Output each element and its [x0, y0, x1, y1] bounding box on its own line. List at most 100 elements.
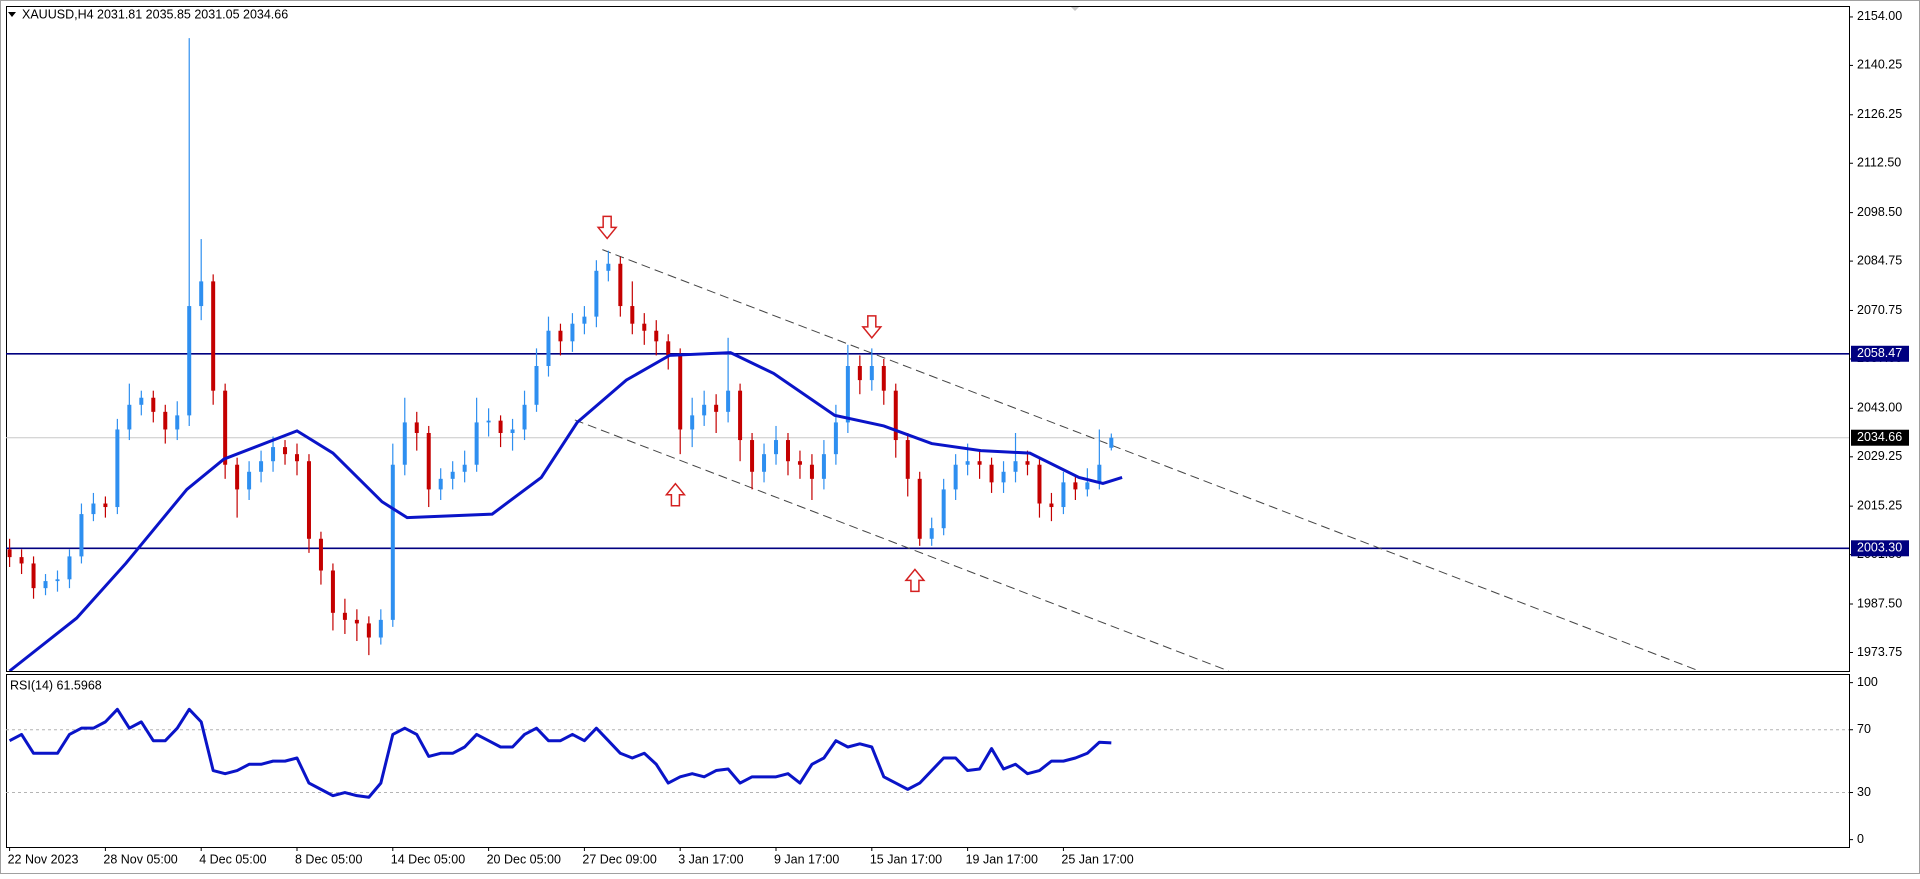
signal-arrow: [596, 215, 618, 240]
candle-body: [1001, 471, 1006, 483]
candle-body: [187, 306, 192, 416]
candle-body: [989, 464, 994, 483]
candle-body: [462, 464, 467, 472]
y-tick-label: 100: [1857, 675, 1878, 689]
title-triangle: [8, 12, 16, 17]
y-tick-label: 2140.25: [1857, 58, 1902, 72]
candle-body: [738, 390, 743, 441]
candle-body: [522, 404, 527, 430]
candle-body: [618, 263, 623, 307]
x-tick-label: 3 Jan 17:00: [678, 852, 743, 866]
indicator-title: RSI(14) 61.5968: [10, 678, 102, 692]
candle-body: [498, 420, 503, 433]
candle-body: [690, 415, 695, 430]
candle-body: [271, 447, 276, 462]
candle-body: [295, 454, 299, 462]
candle-body: [1073, 482, 1078, 490]
candle-body: [43, 581, 48, 589]
level-label-bg: [1851, 540, 1909, 557]
trend-line: [574, 419, 1229, 671]
candle-body: [702, 404, 707, 416]
candle-body: [139, 397, 144, 405]
moving-average: [8, 351, 1123, 671]
candle-body: [881, 366, 886, 391]
candle-body: [558, 330, 563, 342]
candle-body: [426, 432, 431, 490]
y-tick-label: 2043.00: [1857, 401, 1902, 415]
candle-body: [103, 503, 108, 508]
candle-body: [19, 557, 24, 564]
x-tick-label: 9 Jan 17:00: [774, 852, 839, 866]
candle-body: [845, 366, 850, 423]
plot-border: [6, 6, 1850, 672]
x-tick-label: 27 Dec 09:00: [582, 852, 656, 866]
candle-body: [163, 411, 168, 430]
candle-body: [833, 422, 838, 455]
candle-body: [678, 355, 683, 430]
candle-body: [546, 330, 551, 367]
y-tick-label: 1973.75: [1857, 645, 1902, 659]
candle-body: [582, 316, 587, 324]
x-tick-label: 20 Dec 05:00: [487, 852, 561, 866]
x-tick-label: 28 Nov 05:00: [103, 852, 177, 866]
candle-body: [1013, 461, 1018, 472]
candle-body: [630, 306, 635, 324]
candle-body: [31, 563, 36, 589]
candle-body: [893, 390, 898, 441]
candle-body: [342, 612, 347, 620]
candle-body: [211, 281, 216, 391]
candle-body: [929, 528, 934, 539]
candle-body: [67, 556, 72, 580]
x-tick-label: 8 Dec 05:00: [295, 852, 362, 866]
candle-body: [151, 397, 156, 412]
y-tick-label: 30: [1857, 785, 1871, 799]
y-tick-label: 2154.00: [1857, 9, 1902, 23]
candle-body: [115, 429, 120, 508]
candle-body: [917, 478, 922, 539]
signal-arrow: [664, 482, 687, 507]
y-tick-label: 2098.50: [1857, 205, 1902, 219]
candle-body: [809, 464, 814, 479]
candle-body: [438, 478, 443, 490]
candle-body: [199, 281, 204, 307]
candle-body: [390, 464, 395, 620]
level-label: 2003.30: [1857, 541, 1902, 555]
rsi-line: [8, 707, 1112, 799]
candle-body: [378, 619, 383, 638]
y-tick-label: 2084.75: [1857, 253, 1902, 267]
candle-body: [1109, 437, 1114, 448]
candle-body: [606, 263, 611, 271]
candle-body: [223, 390, 228, 465]
candle-body: [127, 404, 132, 430]
candle-body: [414, 422, 419, 433]
candle-body: [318, 538, 323, 571]
candle-body: [7, 549, 12, 558]
candle-body: [259, 461, 264, 472]
y-tick-label: 1987.50: [1857, 596, 1902, 610]
candle-body: [1037, 464, 1042, 504]
candle-body: [175, 415, 180, 430]
y-tick-label: 2126.25: [1857, 107, 1902, 121]
candle-body: [486, 420, 491, 423]
level-label: 2058.47: [1857, 346, 1902, 360]
candle-body: [977, 461, 982, 465]
candle-body: [450, 471, 455, 479]
candle-body: [91, 503, 96, 515]
candle-body: [905, 440, 910, 479]
x-tick-label: 25 Jan 17:00: [1061, 852, 1133, 866]
x-tick-label: 4 Dec 05:00: [199, 852, 266, 866]
candle-body: [797, 461, 802, 465]
candle-body: [474, 422, 479, 465]
signal-arrow: [904, 568, 926, 593]
candle-body: [821, 454, 826, 479]
x-tick-label: 15 Jan 17:00: [870, 852, 942, 866]
x-tick-label: 14 Dec 05:00: [391, 852, 465, 866]
x-tick-label: 22 Nov 2023: [8, 852, 79, 866]
candle-body: [1025, 461, 1030, 465]
y-tick-label: 2070.75: [1857, 303, 1902, 317]
candle-body: [1061, 482, 1066, 508]
candle-body: [642, 323, 647, 331]
candle-body: [774, 440, 779, 455]
candle-body: [714, 404, 719, 412]
